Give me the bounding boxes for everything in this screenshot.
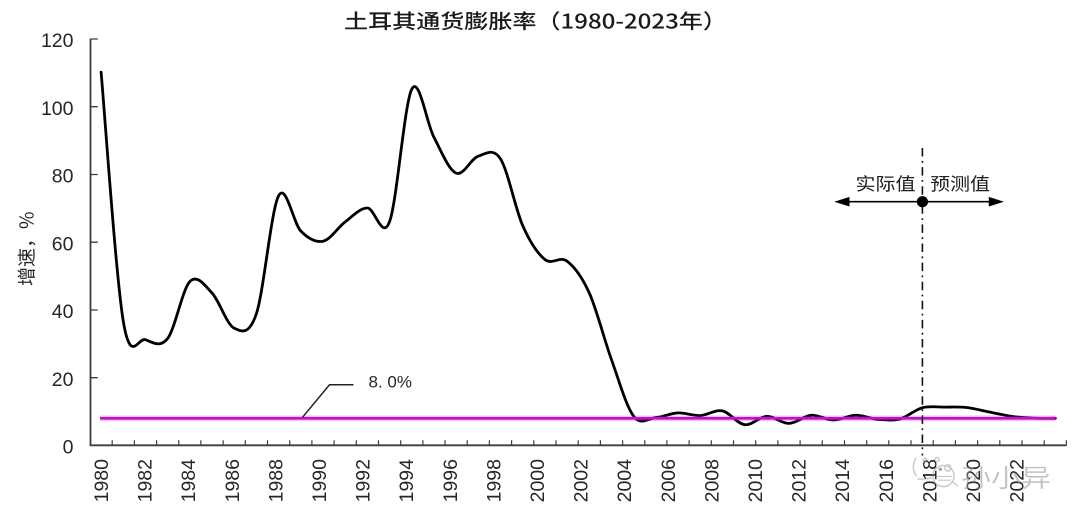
svg-text:60: 60 [52,233,74,255]
svg-text:20: 20 [52,369,74,391]
svg-text:1984: 1984 [178,459,200,503]
svg-text:1994: 1994 [396,459,418,503]
svg-text:120: 120 [41,30,74,52]
svg-text:2002: 2002 [571,459,593,502]
svg-text:2018: 2018 [919,459,941,502]
svg-text:8. 0%: 8. 0% [369,373,412,392]
svg-text:2012: 2012 [789,459,811,502]
svg-text:2016: 2016 [876,459,898,502]
svg-text:2008: 2008 [701,459,723,502]
svg-text:1996: 1996 [440,459,462,502]
svg-text:1998: 1998 [483,459,505,502]
svg-text:2006: 2006 [658,459,680,502]
svg-text:1988: 1988 [265,459,287,502]
svg-text:1992: 1992 [353,459,375,502]
svg-text:2010: 2010 [745,459,767,503]
svg-text:1982: 1982 [135,459,157,502]
svg-text:1990: 1990 [309,459,331,503]
svg-text:2000: 2000 [527,459,549,503]
svg-text:1980: 1980 [91,459,113,503]
svg-text:100: 100 [41,98,74,120]
svg-text:1986: 1986 [222,459,244,502]
svg-text:0: 0 [63,437,74,459]
svg-text:2004: 2004 [614,459,636,503]
svg-text:2014: 2014 [832,459,854,503]
svg-text:40: 40 [52,301,74,323]
svg-text:80: 80 [52,166,74,188]
